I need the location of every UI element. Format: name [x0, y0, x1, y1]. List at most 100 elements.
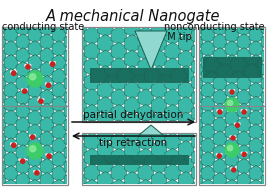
Polygon shape: [258, 56, 267, 74]
Polygon shape: [71, 128, 86, 146]
Polygon shape: [145, 67, 160, 85]
Circle shape: [230, 167, 233, 170]
Polygon shape: [191, 48, 206, 66]
Polygon shape: [218, 48, 233, 66]
Circle shape: [45, 153, 48, 156]
Polygon shape: [201, 179, 215, 189]
Circle shape: [217, 109, 219, 112]
Text: partial dehydration: partial dehydration: [83, 110, 184, 120]
Polygon shape: [201, 96, 215, 112]
Polygon shape: [131, 146, 147, 164]
Polygon shape: [105, 162, 120, 179]
Polygon shape: [261, 34, 267, 50]
Polygon shape: [111, 179, 127, 189]
Polygon shape: [4, 166, 18, 181]
Text: tip retraction: tip retraction: [99, 138, 168, 148]
Polygon shape: [237, 20, 251, 36]
Circle shape: [238, 122, 241, 125]
Polygon shape: [111, 104, 127, 122]
Polygon shape: [258, 40, 267, 58]
Polygon shape: [189, 145, 203, 161]
Polygon shape: [124, 125, 140, 143]
Polygon shape: [52, 138, 66, 154]
Bar: [82, 133, 196, 185]
Polygon shape: [185, 74, 200, 92]
Polygon shape: [192, 73, 207, 91]
Polygon shape: [28, 96, 42, 112]
Polygon shape: [151, 97, 167, 115]
Circle shape: [217, 154, 221, 158]
Polygon shape: [111, 42, 127, 60]
Polygon shape: [64, 145, 78, 161]
Polygon shape: [28, 110, 42, 126]
Circle shape: [37, 170, 40, 173]
Circle shape: [230, 90, 234, 94]
Polygon shape: [192, 133, 207, 151]
Polygon shape: [84, 117, 100, 135]
Polygon shape: [249, 110, 263, 126]
Polygon shape: [91, 51, 107, 69]
Polygon shape: [16, 186, 30, 189]
Polygon shape: [249, 179, 263, 189]
Polygon shape: [165, 42, 180, 60]
Polygon shape: [171, 169, 187, 187]
Bar: [200, 28, 264, 184]
Polygon shape: [225, 124, 239, 140]
Polygon shape: [111, 133, 127, 151]
Polygon shape: [4, 27, 18, 43]
Polygon shape: [192, 164, 207, 182]
Polygon shape: [249, 138, 263, 154]
Polygon shape: [192, 11, 207, 29]
Polygon shape: [78, 146, 93, 164]
Polygon shape: [124, 81, 140, 99]
Polygon shape: [261, 159, 267, 175]
Polygon shape: [98, 81, 113, 99]
Polygon shape: [213, 62, 227, 77]
Polygon shape: [28, 138, 42, 154]
Polygon shape: [165, 179, 180, 189]
Polygon shape: [16, 159, 30, 175]
Polygon shape: [71, 172, 86, 189]
Polygon shape: [4, 82, 18, 98]
Polygon shape: [16, 145, 30, 161]
Polygon shape: [225, 152, 239, 168]
Circle shape: [53, 61, 56, 64]
Polygon shape: [249, 166, 263, 181]
Polygon shape: [71, 97, 86, 115]
Circle shape: [23, 158, 26, 161]
Polygon shape: [231, 40, 246, 58]
Polygon shape: [91, 154, 107, 172]
Polygon shape: [225, 179, 239, 189]
Polygon shape: [237, 75, 251, 91]
Polygon shape: [189, 75, 203, 91]
Polygon shape: [249, 55, 263, 71]
Polygon shape: [171, 154, 187, 172]
Bar: [3, 28, 67, 184]
Polygon shape: [165, 133, 180, 151]
Polygon shape: [138, 164, 154, 182]
Polygon shape: [124, 128, 140, 146]
Polygon shape: [225, 138, 239, 154]
Polygon shape: [151, 141, 167, 159]
Circle shape: [50, 153, 52, 156]
Polygon shape: [16, 131, 30, 147]
Polygon shape: [225, 82, 239, 98]
Polygon shape: [237, 145, 251, 161]
Polygon shape: [225, 68, 239, 84]
Polygon shape: [71, 66, 86, 84]
Text: nonconducting state: nonconducting state: [164, 22, 265, 32]
Polygon shape: [78, 74, 93, 92]
Polygon shape: [124, 66, 140, 84]
Polygon shape: [178, 50, 194, 68]
Polygon shape: [231, 56, 246, 74]
Circle shape: [19, 159, 22, 161]
Polygon shape: [4, 179, 18, 189]
Polygon shape: [192, 104, 207, 122]
Polygon shape: [84, 11, 100, 29]
Polygon shape: [71, 50, 86, 68]
Polygon shape: [98, 172, 113, 189]
Polygon shape: [138, 73, 154, 91]
Circle shape: [216, 153, 218, 156]
Polygon shape: [192, 89, 207, 107]
Polygon shape: [40, 89, 54, 105]
